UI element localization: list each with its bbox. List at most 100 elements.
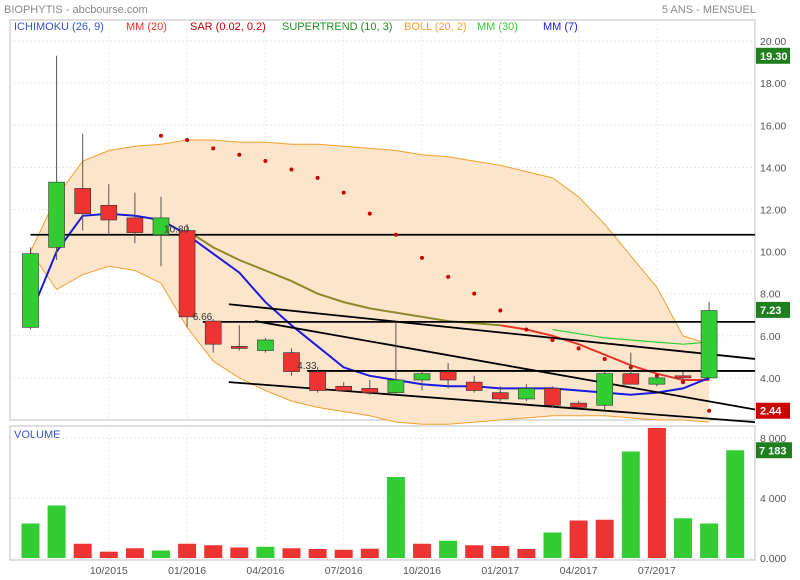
trendline	[228, 303, 756, 360]
volume-bar	[282, 548, 301, 558]
price-tag: 7.23	[760, 305, 781, 317]
volume-bar	[334, 549, 353, 558]
volume-bar	[543, 532, 562, 558]
volume-tick-label: 0.000	[760, 553, 786, 565]
volume-tag-bg	[756, 442, 792, 459]
price-tick-label: 18.00	[760, 78, 786, 90]
sar-dot	[159, 133, 163, 138]
sar-dot	[707, 408, 712, 413]
volume-bar	[99, 551, 118, 558]
legend-item: ICHIMOKU (26, 9)	[14, 21, 104, 33]
candles	[22, 55, 718, 410]
legend-item: BOLL (20, 2)	[404, 21, 467, 33]
x-tick-label: 04/2017	[560, 565, 598, 577]
legend-item: SAR (0.02, 0.2)	[190, 21, 266, 33]
volume-bar	[204, 545, 223, 558]
candle-body	[622, 373, 640, 385]
candle-body	[126, 217, 144, 233]
candle-body	[518, 388, 535, 400]
volume-bar	[308, 549, 327, 558]
price-tick-label: 10.00	[760, 247, 786, 259]
volume-bar	[439, 540, 458, 558]
volume-bar	[386, 477, 405, 558]
candle-body	[465, 381, 483, 391]
price-tick-label: 12.00	[760, 204, 786, 216]
trendlines	[30, 233, 756, 424]
volume-label: VOLUME	[14, 429, 60, 441]
volume-bar	[73, 543, 92, 558]
candle-body	[335, 386, 353, 391]
volume-bar	[595, 519, 614, 558]
candle-body	[596, 373, 614, 406]
candle-body	[152, 217, 170, 236]
volume-bar	[230, 547, 249, 558]
level-annotations: 10.80 6.66 4.33	[164, 225, 317, 372]
sar-dot	[263, 159, 268, 164]
price-tick-label: 6.00	[760, 331, 781, 343]
sar-dot	[498, 308, 503, 313]
volume-bar	[647, 428, 666, 558]
last-price-tag-bg	[756, 47, 790, 64]
sar-dot	[681, 380, 685, 385]
volume-bar	[700, 523, 719, 558]
volume-bar	[726, 450, 745, 558]
bollinger-fill	[30, 140, 710, 425]
candle-body	[22, 253, 39, 328]
volume-axis: 8 000 4 000 0.000 7 183	[756, 433, 792, 565]
volume-bar	[47, 505, 66, 558]
x-tick-label: 01/2017	[481, 565, 519, 577]
sar-dot	[420, 255, 424, 260]
volume-bar	[125, 548, 144, 558]
volume-bar	[517, 549, 536, 558]
candle-body	[257, 339, 274, 351]
mm20-line	[500, 324, 710, 381]
mm30-line	[552, 328, 710, 345]
sar-dot	[602, 356, 607, 361]
x-tick-label: 07/2017	[638, 565, 676, 577]
x-tick-label: 07/2016	[325, 565, 363, 577]
volume-bars	[21, 428, 745, 558]
x-tick-label: 10/2015	[90, 565, 128, 577]
level-annotation: 6.66	[193, 312, 213, 323]
volume-bar	[465, 545, 484, 558]
price-tick-label: 8.00	[760, 289, 781, 301]
volume-bar	[413, 543, 431, 558]
indicator-legend: ICHIMOKU (26, 9) MM (20) SAR (0.02, 0.2) SU…	[14, 21, 578, 33]
volume-bar	[152, 550, 170, 558]
candle-body	[439, 371, 457, 381]
volume-bar	[621, 451, 640, 558]
volume-bar	[491, 546, 510, 558]
sar-dot	[393, 232, 398, 237]
candle-body	[700, 310, 718, 379]
x-tick-label: 04/2016	[246, 565, 284, 577]
volume-bar	[569, 520, 588, 558]
sar-dot	[341, 190, 346, 195]
bollinger-band	[30, 139, 710, 425]
volume-bar	[674, 518, 692, 558]
candle-body	[231, 346, 248, 349]
level-annotation: 4.33	[297, 361, 317, 372]
price-tick-label: 14.00	[760, 162, 786, 174]
candle-body	[361, 388, 379, 393]
candle-body	[491, 392, 509, 400]
legend-item: MM (7)	[543, 21, 578, 33]
sar-tag: 2.44	[760, 406, 782, 418]
volume-panel	[9, 425, 756, 561]
candle-body	[100, 204, 118, 221]
volume-bar	[256, 546, 275, 558]
volume-tag: 7 183	[759, 445, 787, 457]
candle-body	[309, 371, 326, 391]
candle-body	[387, 379, 405, 393]
price-tags: 19.30 7.23 2.44	[756, 47, 790, 419]
price-tick-label: 20.00	[760, 36, 786, 48]
level-annotation: 10.80	[164, 225, 189, 236]
legend-item: MM (20)	[126, 21, 167, 33]
candle-body	[648, 377, 666, 385]
last-price-tag: 19.30	[760, 51, 788, 63]
period-label: 5 ANS - MENSUEL	[662, 4, 756, 16]
volume-tick-label: 4 000	[760, 493, 786, 505]
bollinger-lower	[30, 251, 710, 425]
sar-dot	[211, 146, 216, 151]
sar-tag-bg	[756, 402, 790, 419]
